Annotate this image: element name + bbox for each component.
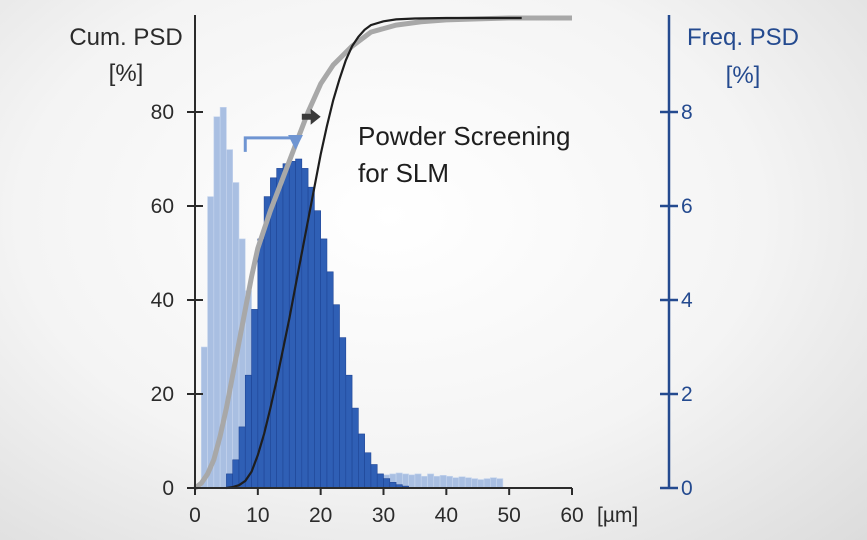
freq-bar-after bbox=[314, 210, 321, 489]
freq-bar-before bbox=[433, 475, 441, 489]
freq-bar-after bbox=[232, 459, 240, 489]
freq-bar-before bbox=[439, 475, 447, 489]
freq-bar-before bbox=[200, 346, 208, 489]
x-unit-label: [µm] bbox=[597, 504, 638, 527]
freq-bar-before bbox=[483, 478, 491, 489]
freq-bar-after bbox=[238, 426, 246, 489]
freq-bar-before bbox=[452, 477, 460, 489]
right-tick-label: 0 bbox=[681, 477, 693, 500]
freq-bar-after bbox=[351, 407, 359, 489]
left-tick-label: 0 bbox=[162, 477, 174, 500]
right-tick-label: 2 bbox=[681, 383, 693, 406]
annotation-line1: Powder Screening bbox=[358, 121, 570, 151]
freq-bar-after bbox=[226, 473, 234, 489]
x-tick-label: 50 bbox=[497, 504, 520, 527]
right-tick-label: 6 bbox=[681, 195, 693, 218]
left-tick-label: 40 bbox=[151, 289, 174, 312]
freq-bar-after bbox=[263, 196, 271, 489]
x-tick-label: 40 bbox=[435, 504, 458, 527]
freq-bar-before bbox=[496, 478, 504, 489]
freq-bar-before bbox=[471, 478, 479, 489]
freq-bar-after bbox=[383, 478, 391, 489]
freq-bar-before bbox=[414, 473, 422, 489]
cum-curve-before bbox=[193, 15, 572, 491]
freq-bar-after bbox=[307, 186, 315, 489]
left-tick-label: 20 bbox=[151, 383, 174, 406]
freq-bar-after bbox=[326, 271, 334, 489]
freq-bar-after bbox=[295, 158, 303, 489]
right-axis-title-line2: [%] bbox=[726, 62, 761, 89]
freq-bar-after bbox=[301, 168, 309, 489]
freq-bar-before bbox=[458, 476, 466, 489]
left-axis-title-line2: [%] bbox=[109, 60, 144, 87]
freq-bar-before bbox=[464, 477, 472, 489]
freq-bar-before bbox=[420, 475, 428, 489]
freq-bar-after bbox=[339, 337, 347, 489]
freq-bar-after bbox=[345, 374, 353, 489]
freq-bar-after bbox=[370, 464, 378, 489]
freq-bar-after bbox=[288, 161, 296, 489]
left-tick-label: 60 bbox=[151, 195, 174, 218]
shift-arrow-black bbox=[301, 108, 321, 125]
freq-bar-before bbox=[207, 196, 215, 489]
right-tick-label: 4 bbox=[681, 289, 693, 312]
right-axis-title-line1: Freq. PSD bbox=[687, 24, 799, 51]
x-tick-label: 0 bbox=[189, 504, 201, 527]
x-tick-label: 60 bbox=[560, 504, 583, 527]
freq-bar-after bbox=[332, 304, 340, 489]
freq-bar-after bbox=[276, 168, 284, 489]
freq-bar-before bbox=[446, 475, 453, 489]
freq-bar-before bbox=[490, 477, 497, 489]
freq-bar-before bbox=[427, 473, 435, 489]
right-tick-label: 8 bbox=[681, 101, 693, 124]
left-axis-title-line1: Cum. PSD bbox=[69, 24, 182, 51]
freq-bar-after bbox=[320, 238, 328, 489]
freq-bar-after bbox=[376, 473, 384, 489]
shift-arrow-blue bbox=[243, 134, 304, 152]
freq-series-after-bars bbox=[226, 158, 409, 489]
freq-bar-after bbox=[364, 452, 372, 489]
freq-bar-after bbox=[358, 433, 365, 489]
freq-bar-before bbox=[477, 479, 485, 489]
x-tick-label: 10 bbox=[246, 504, 269, 527]
freq-bar-before bbox=[408, 474, 416, 489]
cum-curve-after bbox=[226, 16, 522, 490]
x-tick-label: 20 bbox=[309, 504, 332, 527]
left-tick-label: 80 bbox=[151, 101, 174, 124]
freq-bar-before bbox=[226, 149, 234, 489]
annotation-line2: for SLM bbox=[358, 158, 449, 188]
freq-bar-after bbox=[244, 374, 252, 489]
x-tick-label: 30 bbox=[372, 504, 395, 527]
freq-bar-after bbox=[270, 177, 277, 489]
